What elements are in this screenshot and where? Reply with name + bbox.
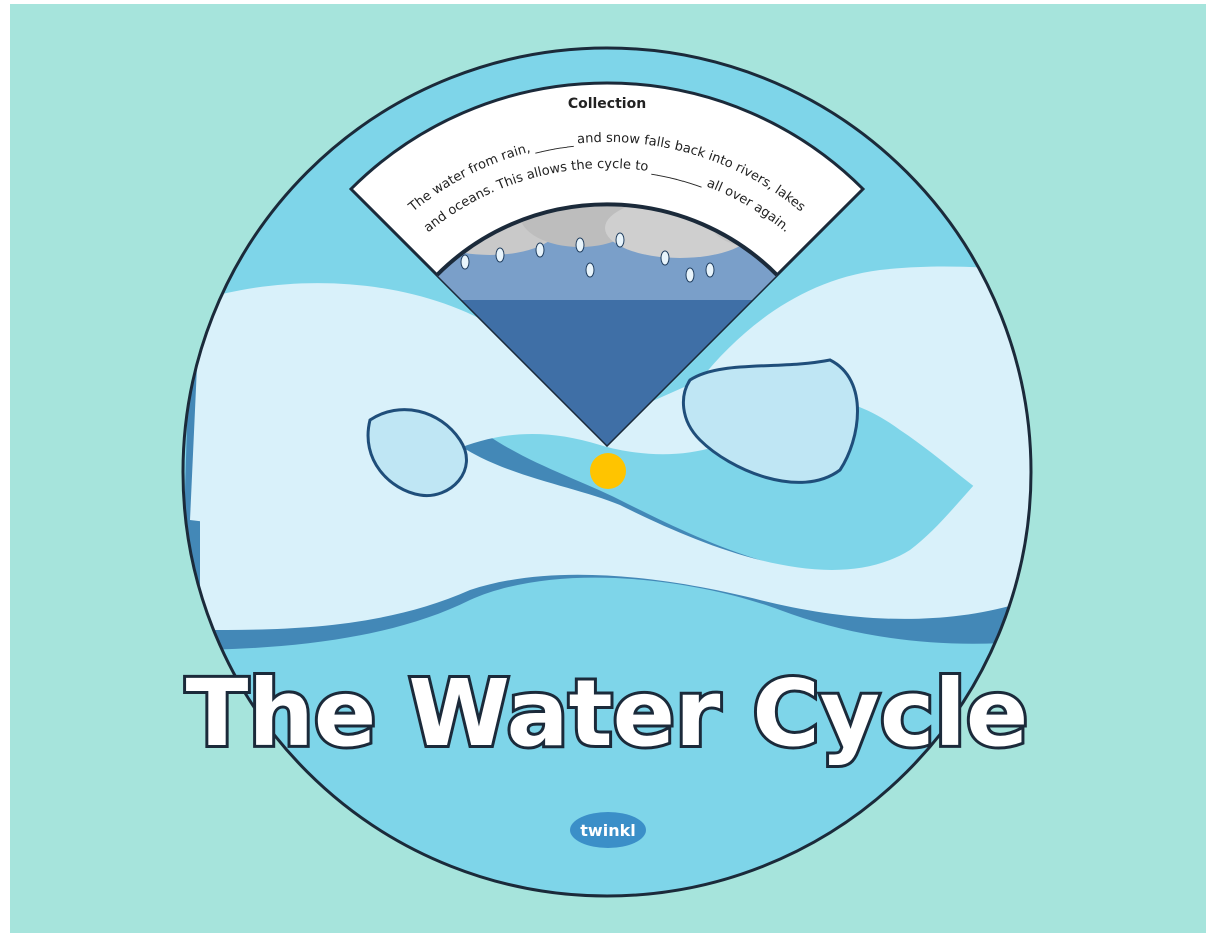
- main-title: The Water Cycle: [186, 660, 1029, 767]
- window-divider: [435, 202, 779, 277]
- brand-badge: [570, 812, 646, 848]
- section-title: Collection: [568, 96, 646, 112]
- pivot-pin: [590, 453, 626, 489]
- wheel-outline: [181, 46, 1033, 898]
- brand-logo: twinkl: [580, 821, 635, 840]
